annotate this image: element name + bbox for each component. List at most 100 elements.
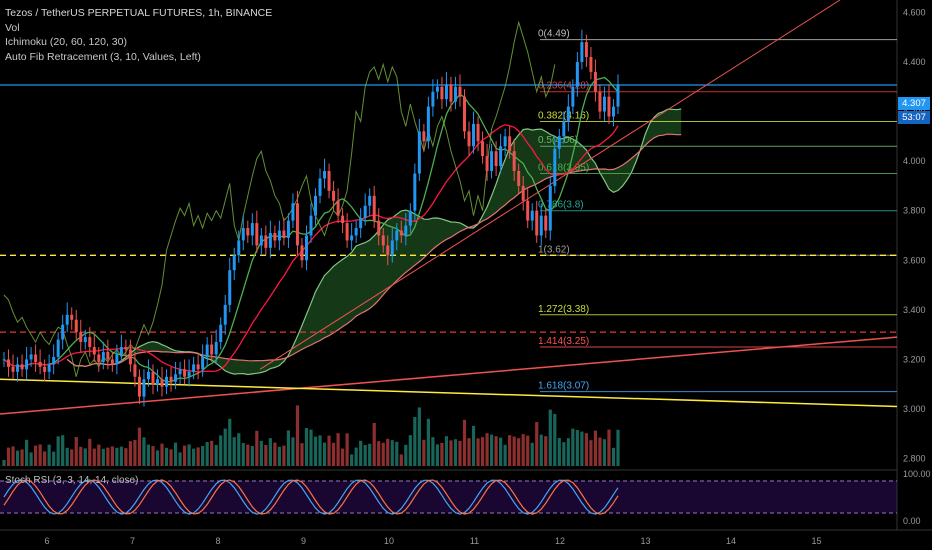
candle-body [530, 210, 534, 221]
volume-bar [178, 452, 182, 466]
trend-line [0, 378, 898, 408]
volume-bar [350, 454, 354, 466]
candle-body [602, 96, 606, 112]
candle-body [282, 230, 286, 238]
candle-body [304, 235, 308, 261]
candle-body [38, 361, 42, 367]
price-tick-label: 3.400 [903, 305, 926, 315]
volume-bar [589, 440, 593, 466]
last-price-tag: 4.307 [898, 97, 930, 110]
volume-bar [34, 445, 38, 466]
time-tick-label: 6 [44, 536, 49, 546]
volume-bar [241, 443, 245, 466]
candle-body [332, 190, 336, 201]
candle-body [368, 195, 372, 206]
volume-bar [331, 442, 336, 466]
candle-body [97, 354, 101, 362]
volume-bar [88, 438, 92, 466]
candle-body [521, 185, 525, 201]
volume-bar [160, 443, 164, 466]
volume-bar [458, 440, 462, 466]
volume-bar [422, 439, 426, 466]
candle-body [83, 337, 87, 343]
volume-bar [322, 442, 327, 466]
candle-body [2, 359, 6, 361]
volume-bar [38, 444, 42, 466]
volume-bar [205, 442, 209, 466]
candle-body [544, 215, 548, 231]
volume-bar [164, 447, 169, 466]
candle-body [598, 91, 602, 112]
volume-bar [404, 444, 408, 466]
volume-bar [115, 447, 119, 466]
volume-bar [142, 437, 146, 466]
volume-bar [444, 436, 449, 466]
volume-bar [106, 447, 110, 466]
volume-bar [43, 451, 47, 466]
candle-body [56, 339, 60, 357]
volume-bar [268, 438, 272, 466]
candle-body [79, 332, 83, 343]
volume-bar [386, 438, 390, 466]
indicator-volume[interactable]: Vol [5, 21, 20, 34]
candle-body [228, 270, 232, 305]
volume-bar [408, 435, 412, 466]
candle-body [16, 364, 20, 372]
stoch-d-line [3, 479, 619, 515]
candle-body [70, 314, 74, 320]
volume-bar [327, 435, 331, 466]
candle-body [34, 354, 38, 362]
candle-body [503, 136, 507, 147]
candle-body [277, 230, 281, 241]
volume-bar [363, 445, 367, 466]
volume-bar [354, 447, 358, 466]
price-tick-label: 4.600 [903, 7, 926, 17]
candle-body [557, 136, 561, 149]
candle-body [106, 351, 110, 360]
candle-body [160, 379, 164, 387]
fib-level-label: 1.272(3.38) [538, 304, 589, 315]
candle-body [52, 356, 56, 365]
candle-body [517, 171, 521, 186]
stoch-rsi-label[interactable]: Stoch RSI (3, 3, 14, 14, close) [5, 475, 139, 486]
candle-body [187, 371, 191, 377]
candle-body [440, 86, 444, 100]
chikou-span-line [3, 20, 556, 377]
volume-bar [489, 434, 494, 466]
volume-bar [471, 425, 476, 466]
volume-bar [24, 439, 29, 466]
indicator-ichimoku[interactable]: Ichimoku (20, 60, 120, 30) [5, 36, 127, 48]
candle-body [593, 71, 597, 92]
volume-bar [368, 443, 372, 466]
ichimoku-cloud [67, 109, 682, 375]
volume-bar [611, 447, 616, 466]
volume-bar [187, 444, 191, 466]
time-tick-label: 12 [555, 536, 565, 546]
indicator-auto-fib[interactable]: Auto Fib Retracement (3, 10, Values, Lef… [5, 50, 201, 63]
volume-bar [291, 437, 295, 466]
candle-body [61, 324, 65, 340]
candle-body [566, 106, 570, 122]
fib-level-label: 1(3.62) [538, 244, 570, 255]
volume-bar [237, 433, 241, 466]
volume-bar [228, 418, 232, 466]
candle-body [174, 374, 178, 382]
volume-bar [309, 429, 313, 466]
candle-body [413, 173, 417, 211]
candle-body [178, 369, 182, 375]
volume-bar [182, 445, 187, 466]
volume-bar [74, 437, 78, 466]
volume-bar [395, 441, 399, 466]
volume-bar [508, 435, 512, 466]
volume-bar [440, 443, 444, 466]
candle-body [250, 223, 254, 236]
candle-body [499, 146, 503, 167]
volume-bar [381, 442, 385, 466]
volume-bar [110, 446, 114, 466]
candle-body [291, 203, 295, 221]
candle-body [512, 151, 516, 172]
time-tick-label: 15 [811, 536, 821, 546]
candle-body [381, 235, 385, 246]
candle-body [490, 151, 494, 172]
